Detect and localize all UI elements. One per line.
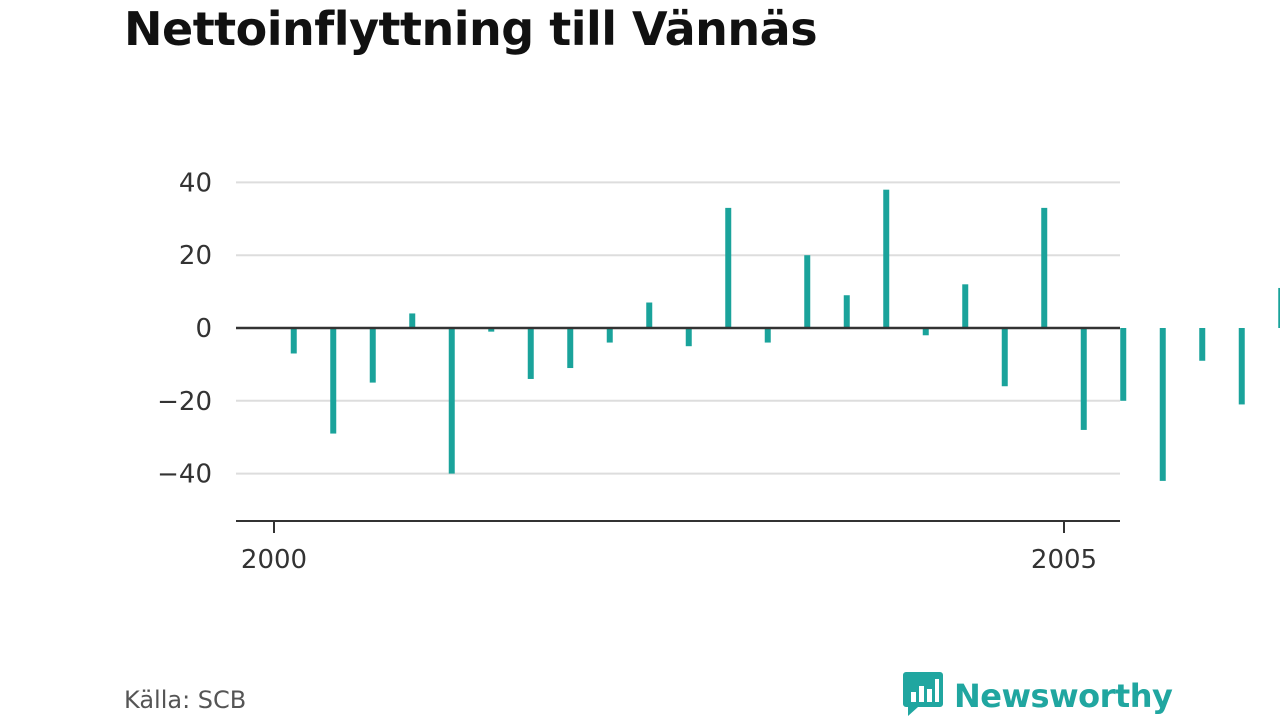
brand-logo[interactable]: Newsworthy bbox=[902, 670, 1173, 722]
y-tick-label: 20 bbox=[179, 241, 212, 271]
bar bbox=[448, 328, 455, 474]
x-tick-label: 2000 bbox=[241, 545, 307, 575]
bar bbox=[883, 189, 890, 328]
bar-chart-bubble-icon bbox=[902, 670, 944, 722]
y-tick-label: 0 bbox=[195, 314, 212, 344]
bar bbox=[1041, 207, 1048, 328]
bar bbox=[764, 328, 771, 343]
bar bbox=[1159, 328, 1166, 481]
y-tick-label: 40 bbox=[179, 168, 212, 198]
bar bbox=[369, 328, 376, 383]
bar bbox=[843, 295, 850, 328]
bar bbox=[1199, 328, 1206, 361]
source-note: Källa: SCB bbox=[124, 686, 247, 714]
bar bbox=[685, 328, 692, 347]
bar bbox=[1278, 287, 1280, 328]
bar bbox=[1001, 328, 1008, 387]
bar bbox=[409, 313, 416, 328]
bar bbox=[527, 328, 534, 379]
bar bbox=[488, 328, 495, 332]
gridlines bbox=[236, 181, 1120, 475]
bar bbox=[290, 328, 297, 354]
brand-name: Newsworthy bbox=[954, 677, 1173, 715]
y-tick-label: −20 bbox=[157, 387, 212, 417]
x-tick-label: 2005 bbox=[1031, 545, 1097, 575]
bar-chart: −40−2002040200020052010201520202025 bbox=[157, 168, 1280, 575]
bar bbox=[922, 328, 929, 336]
bar bbox=[804, 255, 811, 328]
bar bbox=[330, 328, 337, 434]
bar bbox=[646, 302, 653, 328]
bars bbox=[290, 189, 1280, 481]
axes bbox=[236, 326, 1120, 533]
bar bbox=[725, 207, 732, 328]
bar bbox=[1238, 328, 1245, 405]
tick-labels: −40−2002040200020052010201520202025 bbox=[157, 168, 1097, 575]
chart-title: Nettoinflyttning till Vännäs bbox=[124, 2, 818, 56]
bar bbox=[1080, 328, 1087, 430]
y-tick-label: −40 bbox=[157, 460, 212, 490]
bar bbox=[962, 284, 969, 328]
bar bbox=[606, 328, 613, 343]
bar bbox=[567, 328, 574, 369]
bar bbox=[1120, 328, 1127, 401]
